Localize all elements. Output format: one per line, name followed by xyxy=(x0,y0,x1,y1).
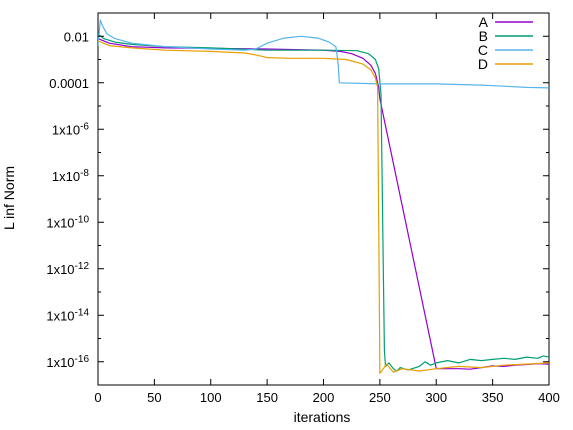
y-tick-label: 0.0001 xyxy=(49,76,89,91)
y-tick-label: 1x10-8 xyxy=(52,168,90,184)
x-tick-label: 400 xyxy=(538,390,560,405)
legend-label-a: A xyxy=(479,14,489,30)
x-tick-label: 0 xyxy=(94,390,101,405)
x-tick-label: 150 xyxy=(256,390,278,405)
y-tick-label: 1x10-12 xyxy=(46,261,89,277)
series-layer xyxy=(98,19,549,374)
y-tick-label: 1x10-14 xyxy=(46,307,89,323)
legend-label-b: B xyxy=(479,28,488,44)
series-line-c xyxy=(98,19,549,89)
legend-label-c: C xyxy=(478,42,488,58)
x-tick-label: 250 xyxy=(369,390,391,405)
x-axis-title: iterations xyxy=(294,409,351,425)
x-tick-label: 50 xyxy=(147,390,161,405)
series-line-b xyxy=(98,33,549,372)
tick-layer: 0 50 100 150 200 250 300 350 400 0.01 0.0001 1x10-6… xyxy=(46,12,560,405)
y-tick-label: 1x10-10 xyxy=(46,214,89,230)
series-line-d xyxy=(98,40,549,374)
y-tick-label: 1x10-16 xyxy=(46,354,89,370)
y-tick-label: 0.01 xyxy=(64,29,89,44)
y-tick-label: 1x10-6 xyxy=(52,121,90,137)
x-tick-label: 350 xyxy=(482,390,504,405)
series-line-a xyxy=(98,38,549,370)
legend-label-d: D xyxy=(478,56,488,72)
x-tick-label: 300 xyxy=(425,390,447,405)
y-axis-title: L inf Norm xyxy=(1,166,17,230)
x-tick-label: 200 xyxy=(313,390,335,405)
x-tick-label: 100 xyxy=(200,390,222,405)
